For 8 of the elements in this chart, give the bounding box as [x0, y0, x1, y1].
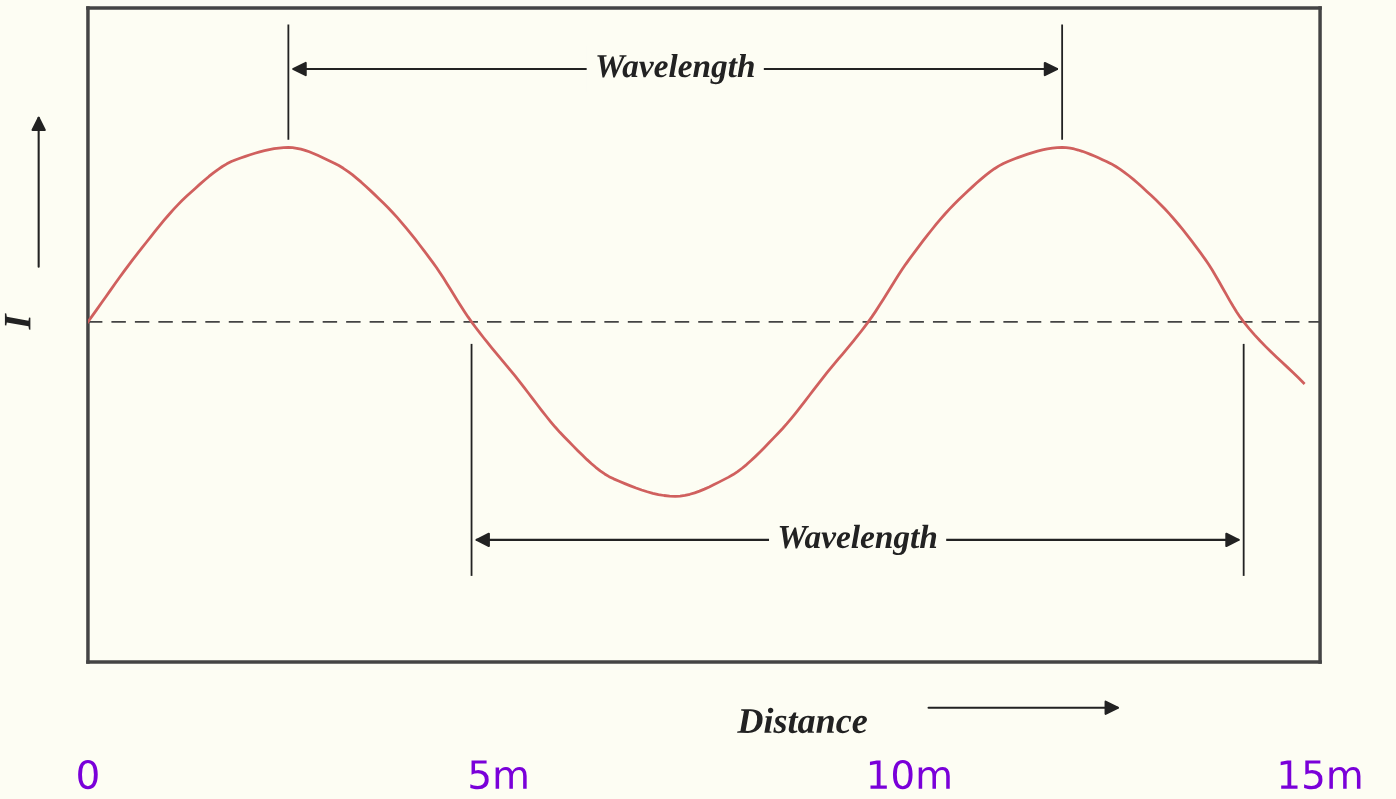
- x-tick-label: 5m: [470, 760, 527, 790]
- x-tick-label: 15m: [1280, 760, 1361, 790]
- x-tick-label: 10m: [869, 759, 950, 790]
- x-tick-label: 0: [78, 759, 98, 790]
- x-axis-title: Distance: [737, 707, 867, 734]
- text: Wavelength: [779, 524, 937, 556]
- text: Wavelength: [597, 53, 754, 85]
- y-axis-title: I: [4, 313, 31, 330]
